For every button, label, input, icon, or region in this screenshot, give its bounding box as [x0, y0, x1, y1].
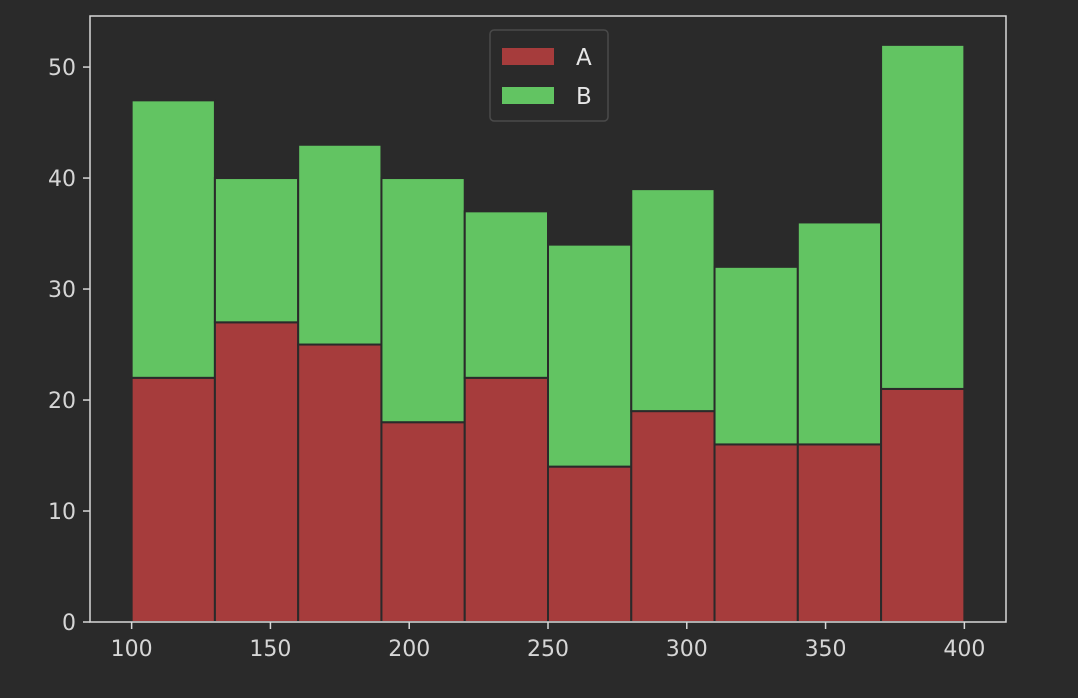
x-tick-label: 250: [527, 637, 569, 662]
y-tick-label: 40: [48, 167, 76, 192]
x-tick-label: 300: [666, 637, 708, 662]
legend-swatch-a: [502, 48, 554, 65]
legend-label-a: A: [576, 45, 592, 71]
bar-b-5: [548, 245, 631, 467]
bar-b-4: [465, 211, 548, 377]
bar-a-4: [465, 378, 548, 622]
bar-a-1: [215, 322, 298, 622]
bar-b-3: [381, 178, 464, 422]
y-tick-label: 30: [48, 278, 76, 303]
bar-a-2: [298, 345, 381, 622]
legend-swatch-b: [502, 87, 554, 104]
x-tick-label: 350: [805, 637, 847, 662]
bar-b-7: [715, 267, 798, 445]
y-tick-label: 50: [48, 56, 76, 81]
x-tick-label: 200: [388, 637, 430, 662]
bar-a-0: [132, 378, 215, 622]
bar-a-3: [381, 422, 464, 622]
bar-b-2: [298, 145, 381, 345]
y-tick-label: 10: [48, 500, 76, 525]
bar-a-7: [715, 444, 798, 622]
bar-b-6: [631, 189, 714, 411]
bar-a-8: [798, 444, 881, 622]
legend: AB: [490, 30, 608, 121]
bar-b-8: [798, 222, 881, 444]
bar-b-1: [215, 178, 298, 322]
bar-b-9: [881, 45, 964, 389]
y-tick-label: 20: [48, 389, 76, 414]
bar-a-6: [631, 411, 714, 622]
bar-a-5: [548, 467, 631, 622]
x-tick-label: 100: [111, 637, 153, 662]
legend-label-b: B: [576, 84, 592, 110]
bar-a-9: [881, 389, 964, 622]
bar-b-0: [132, 100, 215, 377]
x-tick-label: 150: [249, 637, 291, 662]
x-tick-label: 400: [943, 637, 985, 662]
y-tick-label: 0: [62, 611, 76, 636]
